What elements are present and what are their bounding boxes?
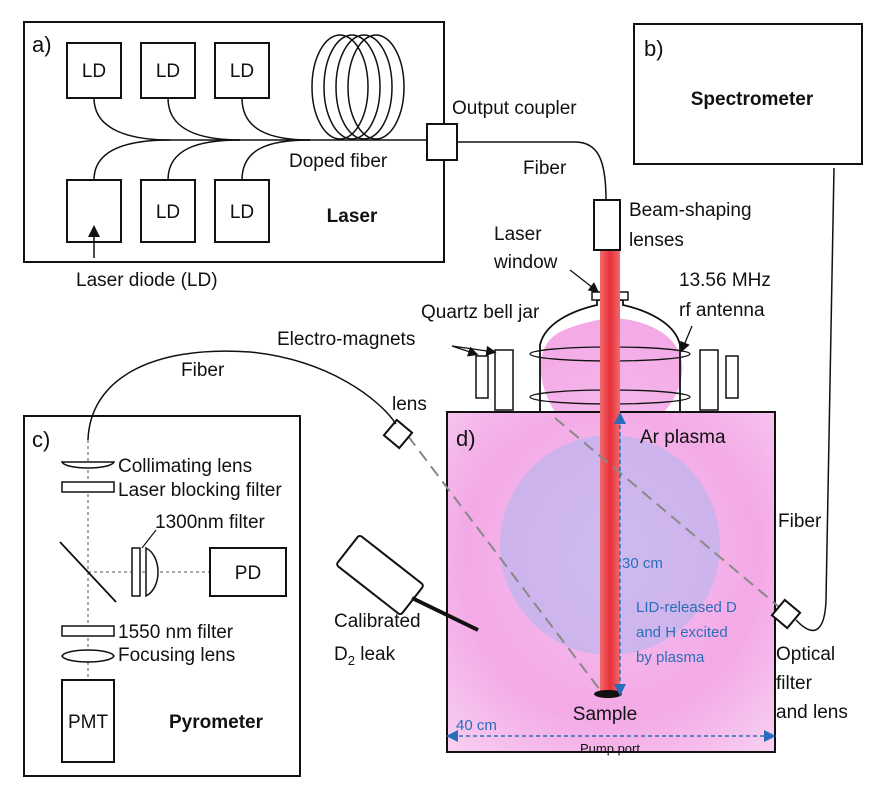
collimating-lens-label: Collimating lens [118,456,252,477]
pyrometer-title: Pyrometer [169,712,264,733]
doped-fiber-label: Doped fiber [289,151,388,172]
height-label: 30 cm [622,555,663,572]
rf-antenna-arrow [680,325,693,353]
laser-panel: a) LD LD LD LD LD Doped fiber [23,21,577,291]
panel-label-c: c) [32,427,50,452]
release-label-2: and H excited [636,624,728,641]
pump-port-label: Pump port [580,741,640,756]
ld-label: LD [82,61,106,82]
electromagnet [699,349,719,411]
pyrometer-box [23,415,301,777]
ar-plasma-label: Ar plasma [640,427,726,448]
panel-label-d: d) [456,426,476,451]
electromagnet-arrow [451,345,479,357]
ld-label: LD [230,61,254,82]
pmt-label: PMT [68,712,109,733]
lens-label: lens [392,394,427,415]
electromagnet-arrow [451,345,497,357]
leak-label-2: D2 leak [334,644,396,668]
laser-title: Laser [327,206,378,227]
pmt [61,679,115,763]
filter-1300nm [131,547,141,597]
leak-tube [411,596,479,632]
electromagnet [494,349,514,411]
rf-antenna-label-1: 13.56 MHz [679,270,771,291]
sample [594,690,622,698]
output-coupler-label: Output coupler [452,98,577,119]
filter-1550nm-label: 1550 nm filter [118,622,234,643]
release-label-1: LID-released D [636,599,737,616]
optical-filter-and-lens [770,598,802,630]
release-label-3: by plasma [636,649,705,666]
filter-1300nm-pointer [141,529,157,549]
pyrometer-panel: c) Collimating lens Laser blocking filte… [23,415,301,777]
fiber-label-right: Fiber [778,511,822,532]
electromagnets-label: Electro-magnets [277,329,415,350]
spectrometer-box [633,23,863,165]
panel-label-b: b) [644,36,664,61]
laser-diode-label: Laser diode (LD) [76,270,218,291]
focusing-lens [61,649,115,663]
laser-blocking-filter-label: Laser blocking filter [118,480,282,501]
ld-box [140,179,196,243]
beam-shaping-lenses [593,199,621,251]
ld-label: LD [156,202,180,223]
ld-label: LD [156,61,180,82]
fiber-label-left: Fiber [181,360,225,381]
bell-jar-label: Quartz bell jar [421,302,540,323]
photodiode [209,547,287,597]
beam-shaping-label-2: lenses [629,230,684,251]
spectrometer-title: Spectrometer [691,89,814,110]
collimating-lens [60,461,116,469]
fiber-to-spectrometer [795,167,835,632]
output-coupler [426,123,458,161]
filter-1550nm [61,625,115,637]
diode-fibers [93,97,432,181]
electromagnet [725,355,739,399]
beam-shaping-label-1: Beam-shaping [629,200,752,221]
ld-label: LD [230,202,254,223]
leak-label-sub: 2 [348,653,355,668]
laser-window-label-2: window [493,252,558,273]
width-label: 40 cm [456,717,497,734]
pd-focusing-lens [145,546,159,598]
leak-label-leak: leak [355,644,396,665]
pyrometer-sightline [407,435,601,691]
spectrometer-panel: b) Spectrometer [633,23,863,165]
panel-label-a: a) [32,32,52,57]
laser-blocking-filter [61,481,115,493]
optical-label-1: Optical [776,644,835,665]
optical-label-3: and lens [776,702,848,723]
ld-box [214,179,270,243]
pd-label: PD [235,563,261,584]
doped-fiber-coil [311,34,405,140]
spectroscopy-sightline [554,417,786,613]
electromagnet [475,355,489,399]
calibrated-leak [336,534,479,632]
fiber-label-top: Fiber [523,158,567,179]
focusing-lens-label: Focusing lens [118,645,235,666]
chamber-panel: d) 30 cm 40 cm LID-released D and H exci… [407,199,786,756]
filter-1300nm-label: 1300nm filter [155,512,266,533]
fiber-to-pyrometer [87,350,397,441]
leak-valve [336,534,424,616]
beam-splitter [59,541,117,603]
leak-label-d: D [334,644,348,665]
sample-label: Sample [573,704,637,725]
laser-window-arrow [569,269,600,293]
fiber-to-beam-shaping [457,141,607,201]
collection-lens [382,418,414,450]
ld-box [214,42,270,99]
optical-label-2: filter [776,673,813,694]
laser-window-label-1: Laser [494,224,542,245]
laser-beam [600,250,620,694]
leak-label-1: Calibrated [334,611,421,632]
rf-antenna-label-2: rf antenna [679,300,765,321]
